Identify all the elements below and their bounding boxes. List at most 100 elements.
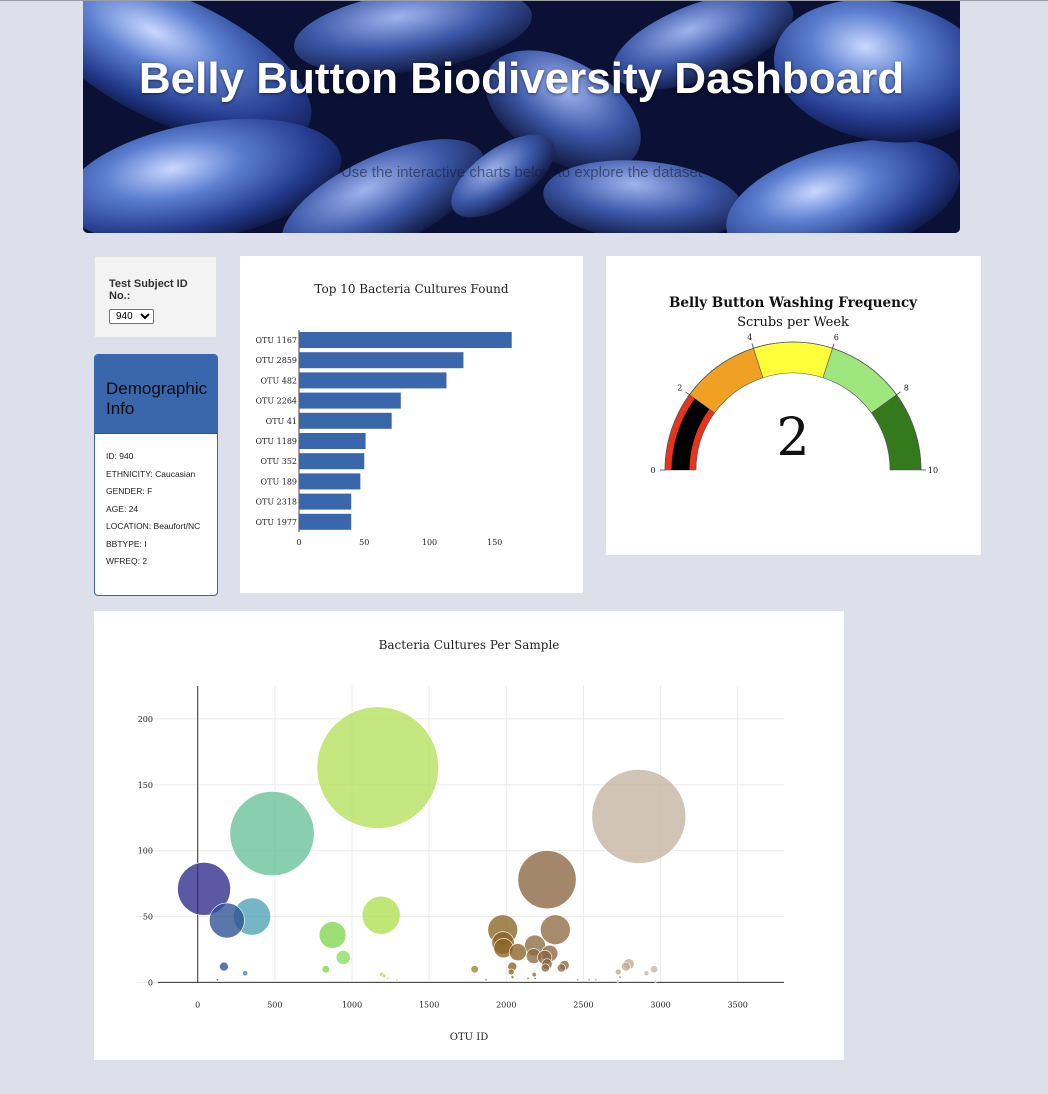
top10-bar-chart[interactable]: Top 10 Bacteria Cultures Found OTU 1167 O… bbox=[240, 256, 583, 593]
subject-selector-panel: Test Subject ID No.: 940 bbox=[94, 256, 217, 338]
bar-category-label: OTU 482 bbox=[261, 376, 297, 385]
bar-otu-1189[interactable] bbox=[299, 433, 366, 449]
bar-category-label: OTU 2264 bbox=[255, 397, 297, 406]
bubble-point[interactable] bbox=[643, 970, 650, 977]
bubble-y-tick-label: 50 bbox=[143, 913, 153, 922]
bubble-y-tick-label: 100 bbox=[138, 847, 153, 856]
bar-chart-title: Top 10 Bacteria Cultures Found bbox=[314, 282, 508, 296]
bubble-chart[interactable]: Bacteria Cultures Per Sample 0 500 1000 150… bbox=[94, 611, 844, 1060]
demographic-row: WFREQ: 2 bbox=[106, 556, 148, 566]
bar-otu-1167[interactable] bbox=[299, 332, 512, 348]
bubble-point[interactable] bbox=[215, 978, 219, 982]
bubble-point[interactable] bbox=[616, 979, 620, 983]
subject-id-dropdown[interactable]: 940 bbox=[109, 309, 154, 324]
gauge-tick-label: 0 bbox=[650, 466, 655, 475]
bubble-point[interactable] bbox=[576, 978, 580, 982]
bubble-point[interactable] bbox=[653, 979, 657, 983]
bar-category-label: OTU 1189 bbox=[255, 437, 297, 446]
bubble-point[interactable] bbox=[510, 975, 515, 979]
gauge-value-bar bbox=[671, 398, 710, 470]
bubble-y-tick-label: 150 bbox=[138, 781, 153, 790]
bubble-point[interactable] bbox=[316, 706, 439, 829]
gauge-outline bbox=[664, 341, 922, 471]
bar-category-label: OTU 1167 bbox=[255, 336, 297, 345]
bubble-point[interactable] bbox=[318, 921, 347, 949]
bubble-point[interactable] bbox=[594, 978, 598, 982]
gauge-tick-label: 8 bbox=[904, 384, 909, 393]
bar-category-label: OTU 2318 bbox=[255, 498, 297, 507]
bar-otu-189[interactable] bbox=[299, 473, 361, 490]
gauge-value: 2 bbox=[776, 408, 809, 468]
bubble-point[interactable] bbox=[650, 965, 659, 974]
bubble-point[interactable] bbox=[615, 968, 622, 976]
bubble-point[interactable] bbox=[219, 961, 229, 972]
bubble-x-tick-label: 2500 bbox=[573, 1000, 593, 1009]
bubble-point[interactable] bbox=[177, 862, 231, 916]
bubble-point[interactable] bbox=[531, 971, 537, 978]
bubble-point[interactable] bbox=[242, 970, 249, 977]
demographic-row: BBTYPE: I bbox=[106, 538, 147, 549]
gauge-tick-label: 10 bbox=[928, 466, 938, 475]
gauge-tick-label: 6 bbox=[834, 333, 839, 342]
bar-otu-482[interactable] bbox=[299, 372, 447, 389]
bubble-point[interactable] bbox=[209, 902, 245, 939]
bar-otu-2859[interactable] bbox=[299, 352, 464, 369]
bubble-point[interactable] bbox=[540, 963, 550, 973]
bubble-point[interactable] bbox=[229, 791, 315, 876]
bubble-point[interactable] bbox=[508, 943, 527, 961]
bubble-point[interactable] bbox=[621, 961, 631, 972]
bubble-x-axis-label: OTU ID bbox=[450, 1032, 488, 1043]
bubble-point[interactable] bbox=[540, 914, 571, 945]
page-title: Belly Button Biodiversity Dashboard bbox=[138, 54, 905, 103]
top10-bar-chart-card: Top 10 Bacteria Cultures Found OTU 1167 O… bbox=[240, 256, 583, 593]
bubble-point[interactable] bbox=[381, 973, 387, 978]
demographic-info-list: ID: 940 ETHNICITY: Caucasian GENDER: F A… bbox=[106, 451, 214, 574]
bubble-x-tick-label: 500 bbox=[267, 1000, 282, 1009]
bubble-point[interactable] bbox=[618, 975, 622, 979]
bar-x-tick-label: 0 bbox=[296, 538, 301, 547]
gauge-tick-mark bbox=[751, 343, 754, 349]
page-subtitle: Use the interactive charts below to expl… bbox=[340, 164, 703, 181]
bubble-point[interactable] bbox=[321, 965, 330, 974]
wash-frequency-gauge[interactable]: Belly Button Washing Frequency Scrubs pe… bbox=[606, 256, 981, 555]
bubble-point[interactable] bbox=[335, 949, 351, 965]
bubble-x-tick-label: 2000 bbox=[496, 1000, 516, 1009]
bubble-point[interactable] bbox=[470, 965, 479, 974]
bubble-point[interactable] bbox=[526, 976, 530, 980]
gauge-tick-mark bbox=[685, 391, 690, 396]
bubble-point[interactable] bbox=[386, 976, 390, 980]
bubble-x-tick-label: 1500 bbox=[419, 1000, 439, 1009]
bubble-point[interactable] bbox=[395, 978, 399, 982]
bubble-chart-title: Bacteria Cultures Per Sample bbox=[379, 638, 560, 652]
bubble-y-tick-label: 0 bbox=[148, 978, 153, 987]
bar-otu-2318[interactable] bbox=[299, 493, 352, 510]
demographic-row: ID: 940 bbox=[106, 451, 134, 461]
gauge-step-band bbox=[753, 341, 833, 379]
bar-category-label: OTU 41 bbox=[266, 417, 297, 426]
bar-category-label: OTU 2859 bbox=[255, 356, 297, 365]
demographic-row: AGE: 24 bbox=[106, 503, 139, 514]
bubble-point[interactable] bbox=[507, 968, 515, 976]
bubble-point[interactable] bbox=[591, 769, 687, 864]
subject-selector-label: Test Subject ID No.: bbox=[109, 278, 188, 302]
demographic-panel-header: Demographic Info bbox=[95, 355, 217, 434]
bar-otu-1977[interactable] bbox=[299, 513, 352, 530]
bubble-point[interactable] bbox=[361, 895, 401, 935]
bar-otu-352[interactable] bbox=[299, 453, 365, 470]
bubble-point[interactable] bbox=[484, 978, 488, 982]
bubble-x-tick-label: 3500 bbox=[728, 1000, 748, 1009]
bar-otu-2264[interactable] bbox=[299, 392, 401, 409]
bubble-point[interactable] bbox=[533, 976, 537, 980]
window-top-border bbox=[0, 0, 1048, 1]
bar-x-tick-label: 100 bbox=[422, 538, 437, 547]
bubble-point[interactable] bbox=[517, 850, 577, 910]
bubble-point[interactable] bbox=[556, 963, 566, 973]
wash-frequency-gauge-card: Belly Button Washing Frequency Scrubs pe… bbox=[606, 256, 981, 555]
demographic-row: LOCATION: Beaufort/NC bbox=[106, 521, 201, 531]
gauge-tick-label: 2 bbox=[677, 384, 682, 393]
bar-x-tick-label: 150 bbox=[487, 538, 502, 547]
bar-otu-41[interactable] bbox=[299, 412, 392, 429]
bubble-point[interactable] bbox=[587, 978, 591, 982]
bubble-chart-card: Bacteria Cultures Per Sample 0 500 1000 150… bbox=[94, 611, 844, 1060]
gauge-title: Belly Button Washing Frequency bbox=[669, 295, 918, 311]
